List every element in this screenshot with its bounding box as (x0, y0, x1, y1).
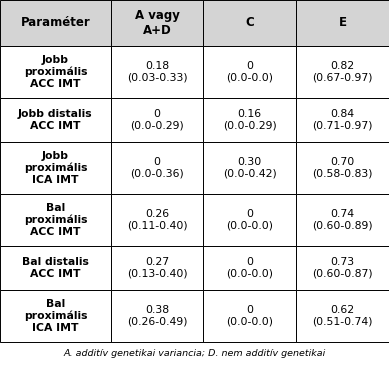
Bar (111, 194, 203, 246)
Text: Jobb
proximális
ACC IMT: Jobb proximális ACC IMT (24, 55, 87, 89)
Text: Bal
proximális
ICA IMT: Bal proximális ICA IMT (24, 299, 87, 333)
Text: Bal
proximális
ACC IMT: Bal proximális ACC IMT (24, 203, 87, 237)
Bar (111, 246, 203, 290)
Text: 0
(0.0-0.0): 0 (0.0-0.0) (226, 257, 273, 279)
Text: 0.38
(0.26-0.49): 0.38 (0.26-0.49) (127, 305, 187, 327)
Text: 0.82
(0.67-0.97): 0.82 (0.67-0.97) (312, 61, 373, 83)
Text: 0.16
(0.0-0.29): 0.16 (0.0-0.29) (223, 109, 277, 131)
Bar (296, 194, 389, 246)
Bar (111, 142, 203, 194)
Bar (203, 0, 296, 46)
Text: 0.27
(0.13-0.40): 0.27 (0.13-0.40) (127, 257, 187, 279)
Bar (296, 46, 389, 98)
Bar (111, 46, 203, 98)
Text: 0.70
(0.58-0.83): 0.70 (0.58-0.83) (312, 157, 373, 179)
Text: Paraméter: Paraméter (21, 16, 90, 29)
Bar (203, 98, 296, 142)
Text: 0.18
(0.03-0.33): 0.18 (0.03-0.33) (127, 61, 187, 83)
Text: Jobb
proximális
ICA IMT: Jobb proximális ICA IMT (24, 151, 87, 185)
Bar (0, 194, 111, 246)
Text: 0.26
(0.11-0.40): 0.26 (0.11-0.40) (127, 209, 187, 231)
Text: 0.84
(0.71-0.97): 0.84 (0.71-0.97) (312, 109, 373, 131)
Bar (203, 194, 296, 246)
Bar (0, 142, 111, 194)
Bar (203, 46, 296, 98)
Text: 0
(0.0-0.36): 0 (0.0-0.36) (130, 157, 184, 179)
Text: 0.73
(0.60-0.87): 0.73 (0.60-0.87) (312, 257, 373, 279)
Text: Jobb distalis
ACC IMT: Jobb distalis ACC IMT (18, 109, 93, 131)
Text: 0
(0.0-0.0): 0 (0.0-0.0) (226, 305, 273, 327)
Text: Bal distalis
ACC IMT: Bal distalis ACC IMT (22, 257, 89, 279)
Bar (296, 142, 389, 194)
Bar (111, 290, 203, 342)
Text: A. additív genetikai variancia; D. nem additív genetikai: A. additív genetikai variancia; D. nem a… (63, 348, 326, 358)
Text: 0.30
(0.0-0.42): 0.30 (0.0-0.42) (223, 157, 277, 179)
Text: 0.74
(0.60-0.89): 0.74 (0.60-0.89) (312, 209, 373, 231)
Text: C: C (245, 16, 254, 29)
Bar (203, 290, 296, 342)
Bar (0, 0, 111, 46)
Text: E: E (338, 16, 347, 29)
Text: 0
(0.0-0.29): 0 (0.0-0.29) (130, 109, 184, 131)
Bar (296, 290, 389, 342)
Bar (296, 98, 389, 142)
Bar (111, 0, 203, 46)
Text: 0
(0.0-0.0): 0 (0.0-0.0) (226, 61, 273, 83)
Text: 0.62
(0.51-0.74): 0.62 (0.51-0.74) (312, 305, 373, 327)
Text: A vagy
A+D: A vagy A+D (135, 9, 180, 37)
Bar (203, 246, 296, 290)
Bar (296, 246, 389, 290)
Bar (0, 290, 111, 342)
Bar (0, 246, 111, 290)
Bar (203, 142, 296, 194)
Bar (111, 98, 203, 142)
Text: 0
(0.0-0.0): 0 (0.0-0.0) (226, 209, 273, 231)
Bar (0, 98, 111, 142)
Bar (296, 0, 389, 46)
Bar (0, 46, 111, 98)
